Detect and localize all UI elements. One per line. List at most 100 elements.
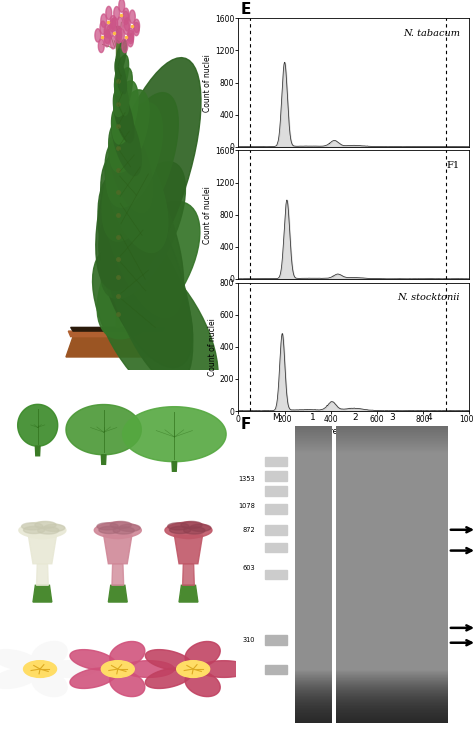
Polygon shape	[116, 30, 122, 43]
Polygon shape	[128, 34, 133, 47]
Polygon shape	[18, 404, 58, 446]
Polygon shape	[264, 504, 287, 514]
Text: D: D	[5, 615, 18, 631]
Text: 1353: 1353	[238, 476, 255, 482]
Polygon shape	[123, 661, 174, 677]
Polygon shape	[182, 564, 194, 585]
Circle shape	[177, 661, 210, 677]
Polygon shape	[99, 526, 120, 534]
Polygon shape	[165, 522, 212, 539]
Polygon shape	[184, 527, 205, 534]
Text: M: M	[272, 413, 280, 422]
Polygon shape	[106, 7, 112, 20]
Y-axis label: Count of nuclei: Count of nuclei	[203, 54, 212, 112]
Polygon shape	[124, 18, 130, 31]
Text: 872: 872	[242, 527, 255, 533]
Polygon shape	[264, 570, 287, 579]
Polygon shape	[104, 24, 110, 37]
Polygon shape	[45, 661, 97, 677]
Polygon shape	[185, 642, 220, 667]
Polygon shape	[129, 10, 135, 23]
Polygon shape	[198, 661, 250, 677]
Text: 1078: 1078	[238, 503, 255, 509]
Polygon shape	[102, 92, 178, 241]
Polygon shape	[28, 535, 56, 564]
Text: 310: 310	[243, 637, 255, 643]
Polygon shape	[116, 26, 122, 40]
Polygon shape	[99, 214, 192, 368]
Polygon shape	[190, 524, 211, 531]
Polygon shape	[104, 34, 110, 47]
Polygon shape	[22, 523, 43, 530]
Polygon shape	[94, 522, 141, 539]
Polygon shape	[35, 521, 56, 528]
Polygon shape	[170, 526, 191, 534]
Text: N. stocktonii: N. stocktonii	[398, 293, 460, 302]
Polygon shape	[98, 174, 193, 385]
Polygon shape	[119, 0, 125, 12]
Text: 1: 1	[310, 413, 316, 422]
Text: E: E	[241, 2, 251, 17]
X-axis label: Fluorescence value: Fluorescence value	[310, 427, 398, 436]
Polygon shape	[92, 244, 218, 410]
Polygon shape	[96, 57, 201, 290]
Polygon shape	[119, 524, 140, 531]
Polygon shape	[104, 30, 110, 43]
Polygon shape	[110, 18, 116, 32]
Polygon shape	[109, 671, 145, 697]
Polygon shape	[100, 21, 106, 34]
Polygon shape	[179, 585, 198, 602]
Polygon shape	[105, 138, 168, 252]
Polygon shape	[97, 201, 200, 339]
Polygon shape	[264, 635, 287, 644]
Polygon shape	[32, 642, 67, 667]
Polygon shape	[122, 40, 128, 53]
Polygon shape	[66, 404, 141, 455]
Polygon shape	[264, 543, 287, 553]
Polygon shape	[95, 29, 101, 42]
Polygon shape	[128, 28, 134, 42]
Polygon shape	[109, 642, 145, 667]
Text: A: A	[5, 11, 17, 26]
Polygon shape	[109, 90, 149, 172]
Polygon shape	[100, 153, 183, 318]
Polygon shape	[101, 455, 106, 465]
Polygon shape	[114, 68, 132, 117]
Polygon shape	[101, 14, 107, 27]
Text: C: C	[5, 495, 16, 511]
Text: F1: F1	[447, 161, 460, 170]
Polygon shape	[38, 527, 59, 534]
Polygon shape	[112, 81, 138, 144]
Polygon shape	[113, 527, 134, 534]
Text: 603: 603	[242, 565, 255, 571]
Polygon shape	[114, 7, 119, 20]
Text: 2: 2	[352, 413, 357, 422]
Polygon shape	[0, 668, 38, 688]
Polygon shape	[0, 650, 38, 670]
Polygon shape	[122, 407, 226, 462]
Polygon shape	[71, 327, 165, 331]
Polygon shape	[111, 107, 141, 175]
Polygon shape	[44, 524, 65, 531]
Polygon shape	[109, 121, 153, 213]
Polygon shape	[264, 457, 287, 466]
Polygon shape	[174, 535, 202, 564]
Polygon shape	[33, 585, 52, 602]
Text: B: B	[5, 376, 16, 391]
Polygon shape	[109, 585, 127, 602]
Text: F: F	[241, 417, 251, 432]
Polygon shape	[115, 59, 127, 93]
Y-axis label: Count of nuclei: Count of nuclei	[208, 318, 217, 376]
Polygon shape	[98, 40, 104, 53]
Polygon shape	[112, 564, 124, 585]
Polygon shape	[115, 55, 128, 95]
Polygon shape	[107, 25, 112, 38]
Text: N. tabacum: N. tabacum	[403, 29, 460, 37]
Polygon shape	[32, 671, 67, 697]
Polygon shape	[24, 526, 45, 534]
Polygon shape	[128, 30, 134, 43]
Polygon shape	[115, 40, 127, 75]
Y-axis label: Count of nuclei: Count of nuclei	[203, 186, 212, 244]
Polygon shape	[110, 521, 131, 528]
Polygon shape	[115, 75, 128, 115]
